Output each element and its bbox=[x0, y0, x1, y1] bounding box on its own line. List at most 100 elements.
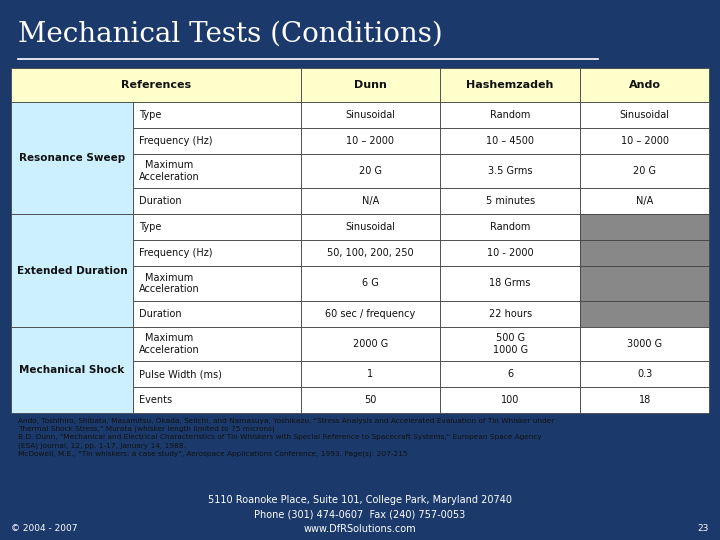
Text: 50: 50 bbox=[364, 395, 377, 405]
Bar bbox=[441, 266, 580, 301]
Bar bbox=[133, 266, 301, 301]
Text: Ando, Toshihiro, Shibata, Masamitsu, Okada, Seiichi, and Namasuya, Yoshikazu, "S: Ando, Toshihiro, Shibata, Masamitsu, Oka… bbox=[18, 418, 554, 457]
Bar bbox=[133, 154, 301, 188]
Text: Maximum
Acceleration: Maximum Acceleration bbox=[139, 333, 199, 355]
Text: Sinusoidal: Sinusoidal bbox=[346, 110, 395, 120]
Text: Type: Type bbox=[139, 222, 161, 232]
Text: Type: Type bbox=[139, 110, 161, 120]
Text: Mechanical Shock: Mechanical Shock bbox=[19, 365, 125, 375]
Bar bbox=[441, 361, 580, 387]
Text: Sinusoidal: Sinusoidal bbox=[346, 222, 395, 232]
Bar bbox=[580, 128, 709, 154]
Text: N/A: N/A bbox=[362, 197, 379, 206]
Bar bbox=[580, 188, 709, 214]
Bar bbox=[301, 240, 441, 266]
Bar bbox=[301, 128, 441, 154]
Text: Pulse Width (ms): Pulse Width (ms) bbox=[139, 369, 222, 379]
Bar bbox=[133, 102, 301, 128]
Bar bbox=[580, 387, 709, 413]
Bar bbox=[301, 301, 441, 327]
Text: 10 – 2000: 10 – 2000 bbox=[346, 136, 395, 146]
Bar bbox=[441, 214, 580, 240]
Text: 10 – 2000: 10 – 2000 bbox=[621, 136, 669, 146]
Bar bbox=[580, 327, 709, 361]
Text: References: References bbox=[121, 80, 191, 90]
Text: 60 sec / frequency: 60 sec / frequency bbox=[325, 309, 415, 319]
Bar bbox=[441, 102, 580, 128]
Text: 3000 G: 3000 G bbox=[627, 339, 662, 349]
Text: Duration: Duration bbox=[139, 309, 181, 319]
Bar bbox=[441, 68, 580, 102]
Text: Events: Events bbox=[139, 395, 172, 405]
Text: 0.3: 0.3 bbox=[637, 369, 652, 379]
Bar bbox=[580, 68, 709, 102]
Bar bbox=[133, 387, 301, 413]
Text: Random: Random bbox=[490, 222, 531, 232]
Bar bbox=[133, 301, 301, 327]
Text: Dunn: Dunn bbox=[354, 80, 387, 90]
Text: 10 – 4500: 10 – 4500 bbox=[486, 136, 534, 146]
Text: 50, 100, 200, 250: 50, 100, 200, 250 bbox=[327, 248, 414, 258]
Bar bbox=[441, 327, 580, 361]
Text: 3.5 Grms: 3.5 Grms bbox=[488, 166, 532, 176]
Bar bbox=[580, 214, 709, 240]
Text: www.DfRSolutions.com: www.DfRSolutions.com bbox=[304, 524, 416, 534]
Text: N/A: N/A bbox=[636, 197, 653, 206]
Text: 23: 23 bbox=[698, 524, 709, 533]
Bar bbox=[441, 154, 580, 188]
Text: 18 Grms: 18 Grms bbox=[490, 279, 531, 288]
Text: © 2004 - 2007: © 2004 - 2007 bbox=[11, 524, 77, 533]
Text: Duration: Duration bbox=[139, 197, 181, 206]
Bar bbox=[11, 214, 133, 327]
Bar bbox=[301, 154, 441, 188]
Bar bbox=[11, 327, 133, 413]
Bar bbox=[441, 188, 580, 214]
Bar bbox=[301, 387, 441, 413]
Bar bbox=[441, 387, 580, 413]
Text: Extended Duration: Extended Duration bbox=[17, 266, 127, 275]
Bar bbox=[301, 188, 441, 214]
Bar bbox=[301, 68, 441, 102]
Bar bbox=[133, 188, 301, 214]
Bar bbox=[11, 102, 133, 214]
Bar bbox=[133, 240, 301, 266]
Text: 500 G
1000 G: 500 G 1000 G bbox=[492, 333, 528, 355]
Text: 10 - 2000: 10 - 2000 bbox=[487, 248, 534, 258]
Text: 18: 18 bbox=[639, 395, 651, 405]
Text: Ando: Ando bbox=[629, 80, 660, 90]
Text: Maximum
Acceleration: Maximum Acceleration bbox=[139, 273, 199, 294]
Bar bbox=[301, 214, 441, 240]
Text: 6: 6 bbox=[507, 369, 513, 379]
Text: Phone (301) 474-0607  Fax (240) 757-0053: Phone (301) 474-0607 Fax (240) 757-0053 bbox=[254, 509, 466, 519]
Text: Resonance Sweep: Resonance Sweep bbox=[19, 153, 125, 163]
Text: Frequency (Hz): Frequency (Hz) bbox=[139, 248, 212, 258]
Bar bbox=[580, 102, 709, 128]
Bar bbox=[11, 68, 301, 102]
Bar bbox=[301, 361, 441, 387]
Text: 6 G: 6 G bbox=[362, 279, 379, 288]
Bar bbox=[580, 301, 709, 327]
Text: 5110 Roanoke Place, Suite 101, College Park, Maryland 20740: 5110 Roanoke Place, Suite 101, College P… bbox=[208, 495, 512, 505]
Text: 100: 100 bbox=[501, 395, 519, 405]
Text: 20 G: 20 G bbox=[359, 166, 382, 176]
Text: Random: Random bbox=[490, 110, 531, 120]
Bar bbox=[133, 327, 301, 361]
Bar bbox=[580, 154, 709, 188]
Bar bbox=[301, 327, 441, 361]
Text: 5 minutes: 5 minutes bbox=[485, 197, 535, 206]
Text: Mechanical Tests (Conditions): Mechanical Tests (Conditions) bbox=[18, 20, 443, 47]
Bar bbox=[580, 240, 709, 266]
Text: 20 G: 20 G bbox=[633, 166, 656, 176]
Bar bbox=[441, 301, 580, 327]
Text: 22 hours: 22 hours bbox=[489, 309, 531, 319]
Bar bbox=[301, 266, 441, 301]
Text: Maximum
Acceleration: Maximum Acceleration bbox=[139, 160, 199, 182]
Bar bbox=[133, 361, 301, 387]
Bar bbox=[301, 102, 441, 128]
Bar bbox=[441, 128, 580, 154]
Bar bbox=[580, 266, 709, 301]
Text: Frequency (Hz): Frequency (Hz) bbox=[139, 136, 212, 146]
Text: 2000 G: 2000 G bbox=[353, 339, 388, 349]
Text: 1: 1 bbox=[367, 369, 374, 379]
Bar bbox=[441, 240, 580, 266]
